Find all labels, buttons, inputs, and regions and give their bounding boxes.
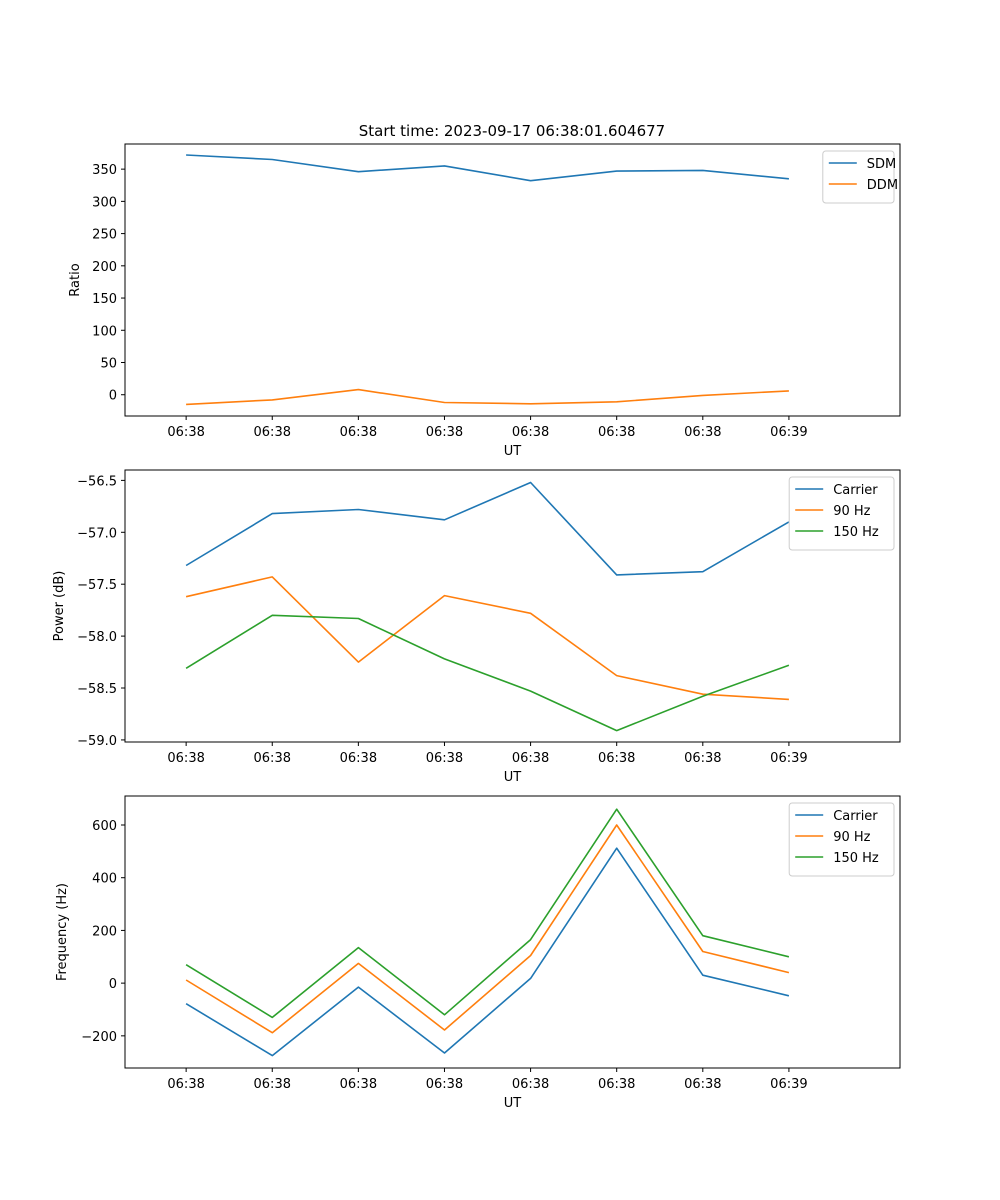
y-tick-label: −57.0 [77,526,117,541]
y-tick-label: 400 [92,872,117,887]
legend-label: 150 Hz [833,525,879,540]
x-axis-label: UT [504,444,522,459]
x-tick-label: 06:38 [598,751,635,766]
x-tick-label: 06:38 [426,751,463,766]
legend: Carrier 90 Hz 150 Hz [788,476,895,551]
legend-label: 150 Hz [833,851,879,866]
x-tick-label: 06:38 [684,1077,721,1092]
x-tick-label: 06:38 [340,751,377,766]
x-tick-label: 06:39 [770,1077,807,1092]
plot-frame [124,143,901,417]
legend-label: Carrier [833,809,878,824]
y-tick-label: 250 [92,228,117,243]
y-tick-label: 300 [92,195,117,210]
y-axis-label: Power (dB) [52,571,67,642]
x-tick-label: 06:38 [512,425,549,440]
y-axis-label: Frequency (Hz) [55,883,70,981]
y-tick-label: −57.5 [77,578,117,593]
x-axis-label: UT [504,770,522,785]
legend: Carrier 90 Hz 150 Hz [788,802,895,877]
y-tick-label: 200 [92,260,117,275]
series-line-90-hz [185,576,789,701]
plot-frame [124,469,901,743]
series-line-150-hz [185,808,790,1019]
legend: SDM DDM [822,150,898,204]
x-tick-label: 06:39 [770,425,807,440]
series-line-sdm [186,154,789,182]
chart-panel-2: 06:38 06:38 06:38 06:38 06:38 06:38 06:38 06:39… [52,469,901,785]
x-tick-label: 06:38 [254,751,291,766]
x-tick-label: 06:38 [254,425,291,440]
y-tick-label: 100 [92,324,117,339]
legend-label: 90 Hz [833,830,870,845]
chart-panel-3: 06:38 06:38 06:38 06:38 06:38 06:38 06:38 06:39… [55,795,901,1111]
figure-title: Start time: 2023-09-17 06:38:01.604677 [359,122,665,140]
y-tick-label: −58.0 [77,630,117,645]
y-tick-label: 150 [92,292,117,307]
plot-frame [124,795,901,1069]
x-tick-label: 06:38 [684,751,721,766]
series-line-ddm [186,388,789,406]
series-line-carrier [185,481,790,576]
y-tick-label: 0 [109,977,117,992]
y-axis-label: Ratio [68,263,83,296]
legend-label: DDM [867,178,898,193]
y-tick-label: −59.0 [77,734,117,749]
y-tick-label: 50 [100,357,117,372]
legend-label: 90 Hz [833,504,870,519]
y-tick-label: 350 [92,163,117,178]
x-tick-label: 06:38 [167,751,204,766]
x-tick-label: 06:38 [512,1077,549,1092]
legend-label: Carrier [833,483,878,498]
x-axis-label: UT [504,1096,522,1111]
y-tick-label: −58.5 [77,682,117,697]
x-tick-label: 06:38 [254,1077,291,1092]
y-tick-label: 200 [92,924,117,939]
chart-panel-1: 06:38 06:38 06:38 06:38 06:38 06:38 06:38 06:39… [68,143,901,459]
x-tick-label: 06:38 [426,425,463,440]
x-tick-label: 06:38 [167,1077,204,1092]
x-tick-label: 06:39 [770,751,807,766]
legend-box [822,150,895,204]
x-tick-label: 06:38 [512,751,549,766]
x-tick-label: 06:38 [340,1077,377,1092]
y-tick-label: −200 [81,1030,117,1045]
x-tick-label: 06:38 [426,1077,463,1092]
y-tick-label: 0 [109,389,117,404]
series-line-carrier [185,847,790,1057]
y-tick-label: 600 [92,819,117,834]
x-tick-label: 06:38 [598,425,635,440]
series-line-90-hz [185,824,790,1034]
x-tick-label: 06:38 [598,1077,635,1092]
x-tick-label: 06:38 [684,425,721,440]
x-tick-label: 06:38 [167,425,204,440]
legend-label: SDM [867,157,896,172]
series-line-150-hz [185,614,790,732]
y-tick-label: −56.5 [77,474,117,489]
x-tick-label: 06:38 [340,425,377,440]
